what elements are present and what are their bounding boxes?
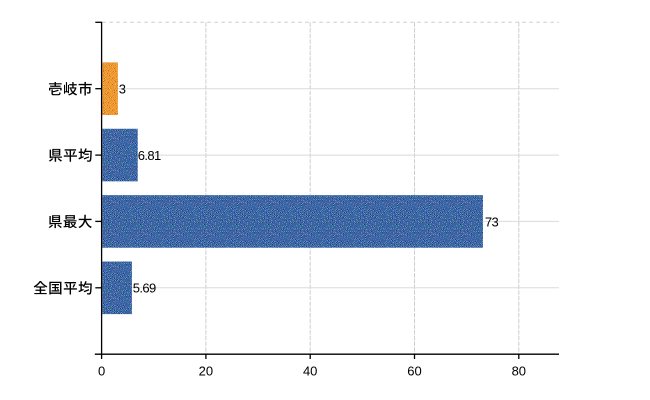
svg-text:40: 40 [303, 363, 317, 378]
svg-text:6.81: 6.81 [138, 148, 161, 163]
svg-text:80: 80 [512, 363, 526, 378]
svg-text:3: 3 [119, 82, 126, 97]
svg-text:73: 73 [485, 214, 499, 229]
svg-text:0: 0 [98, 363, 105, 378]
svg-text:20: 20 [199, 363, 213, 378]
svg-text:60: 60 [407, 363, 421, 378]
svg-text:5.69: 5.69 [133, 281, 156, 296]
